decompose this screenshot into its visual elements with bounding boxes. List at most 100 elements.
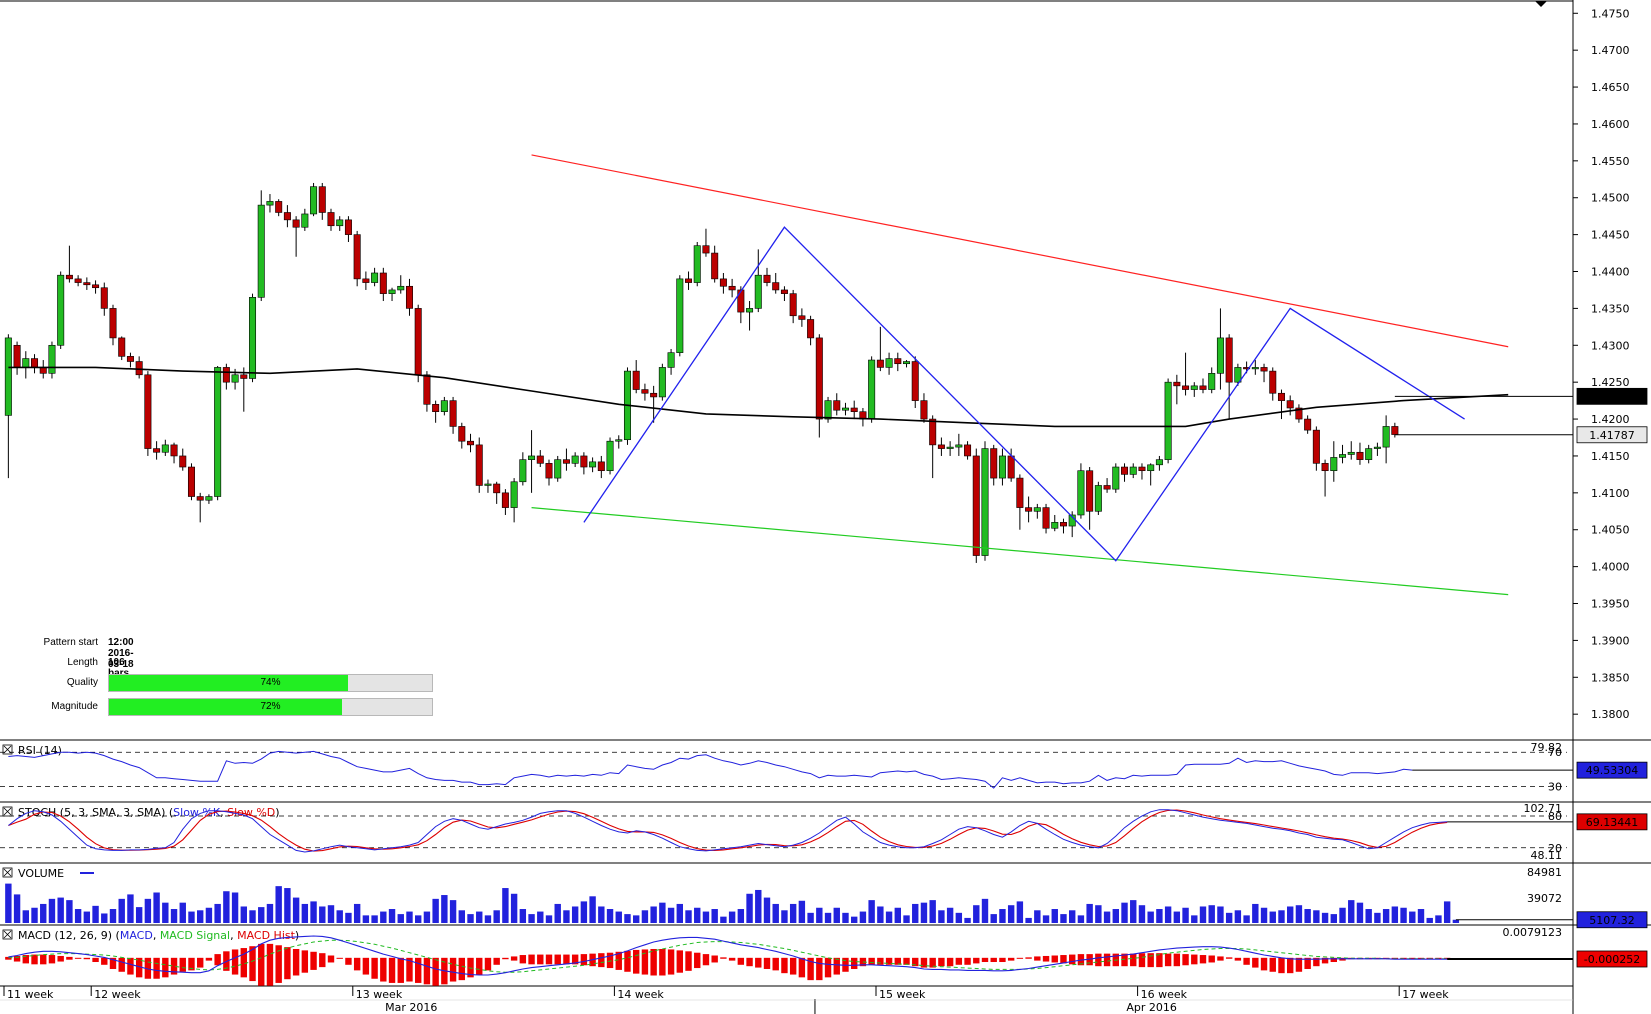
candle-body xyxy=(1243,367,1251,370)
candle xyxy=(388,287,396,302)
candle xyxy=(493,481,501,504)
candle-body xyxy=(57,274,65,346)
candle xyxy=(196,492,204,523)
volume-bar xyxy=(1252,903,1259,923)
candle-body xyxy=(824,400,832,420)
volume-bar xyxy=(284,888,291,923)
volume-bar xyxy=(667,907,675,923)
stoch-level-high-label: 80 xyxy=(1548,810,1562,823)
macd-hist-bar xyxy=(292,948,300,976)
macd-hist-bar xyxy=(851,957,858,969)
macd-hist-bar xyxy=(1103,953,1111,967)
volume-bar xyxy=(859,911,867,923)
volume-bar xyxy=(912,903,919,923)
candle xyxy=(1129,463,1137,479)
candle xyxy=(1138,463,1146,480)
candle xyxy=(1094,481,1102,515)
volume-bar xyxy=(127,894,134,923)
volume-bar xyxy=(929,900,936,923)
volume-bar xyxy=(40,903,47,923)
macd-close: ) xyxy=(295,929,299,942)
candle-body xyxy=(632,370,640,390)
volume-bar xyxy=(188,911,195,923)
candle xyxy=(1234,363,1242,386)
candle-body xyxy=(693,245,701,283)
macd-hist-bar xyxy=(1138,953,1146,968)
macd-hist-bar xyxy=(763,957,771,969)
volume-bar xyxy=(266,903,274,923)
candle-body xyxy=(911,361,919,401)
candle xyxy=(1312,426,1320,471)
volume-bar xyxy=(633,915,640,923)
volume-bar xyxy=(981,898,989,923)
volume-bar xyxy=(545,915,553,923)
candle-body xyxy=(589,461,597,468)
volume-bar xyxy=(1051,909,1058,923)
candle-body xyxy=(196,496,204,501)
y-tick-label: 1.4400 xyxy=(1591,266,1630,279)
candle xyxy=(467,433,475,453)
candle xyxy=(301,208,309,231)
volume-bar xyxy=(1304,909,1311,923)
candle xyxy=(249,293,257,383)
volume-bar xyxy=(1069,910,1076,923)
close-icon-stroke xyxy=(3,745,12,754)
volume-bar xyxy=(537,911,544,923)
stoch-scale-bottom: 48.11 xyxy=(1531,849,1563,862)
macd-hist-bar xyxy=(476,957,483,975)
scroll-marker-icon xyxy=(1535,1,1547,7)
candle-body xyxy=(711,252,719,280)
candle xyxy=(597,455,605,479)
macd-scale-top: 0.0079123 xyxy=(1503,926,1563,939)
candle-body xyxy=(1007,455,1015,479)
month-label: Mar 2016 xyxy=(385,1001,437,1014)
macd-hist-bar xyxy=(345,957,352,965)
candle xyxy=(562,448,570,471)
candle-body xyxy=(658,367,666,398)
candle xyxy=(850,400,858,420)
candle-body xyxy=(1312,429,1320,464)
macd-hist-bar xyxy=(57,955,64,962)
volume-bar xyxy=(1330,914,1337,923)
candle xyxy=(615,435,623,449)
volume-bar xyxy=(1339,907,1346,923)
candle-body xyxy=(1138,466,1146,472)
candle xyxy=(432,400,440,423)
candle xyxy=(1155,455,1163,471)
macd-hist-bar xyxy=(1269,957,1276,972)
candle-body xyxy=(1382,426,1390,448)
candle xyxy=(807,315,815,346)
macd-hist-bar xyxy=(1199,955,1207,964)
y-tick-label: 1.4050 xyxy=(1591,524,1630,537)
macd-hist-bar xyxy=(964,957,971,965)
candle-body xyxy=(283,212,291,221)
macd-hist-bar xyxy=(1025,957,1032,959)
candle-body xyxy=(397,285,405,291)
macd-hist-bar xyxy=(1147,953,1154,968)
candle xyxy=(1382,415,1390,464)
macd-hist-bar xyxy=(528,954,535,965)
volume-bar xyxy=(1182,907,1189,923)
close-icon-stroke xyxy=(3,868,12,877)
volume-bar xyxy=(807,912,814,923)
volume-bar xyxy=(894,907,901,923)
macd-signal-label: MACD Signal xyxy=(160,929,230,942)
macd-panel: MACD (12, 26, 9) (MACD, MACD Signal, MAC… xyxy=(2,926,1648,986)
macd-hist-bar xyxy=(824,957,832,978)
volume-bar xyxy=(231,892,239,923)
macd-hist-bar xyxy=(580,954,588,966)
candle xyxy=(371,267,379,287)
candle xyxy=(1330,441,1338,482)
candle-body xyxy=(562,459,570,464)
candle-body xyxy=(597,461,605,472)
macd-hist-bar xyxy=(955,957,963,965)
candle-body xyxy=(414,308,422,376)
candle-body xyxy=(1347,451,1355,455)
volume-bar xyxy=(1295,905,1303,923)
volume-bar xyxy=(1208,905,1215,923)
volume-bar xyxy=(720,916,727,923)
volume-bar xyxy=(109,909,117,923)
macd-hist-bar xyxy=(92,957,99,963)
